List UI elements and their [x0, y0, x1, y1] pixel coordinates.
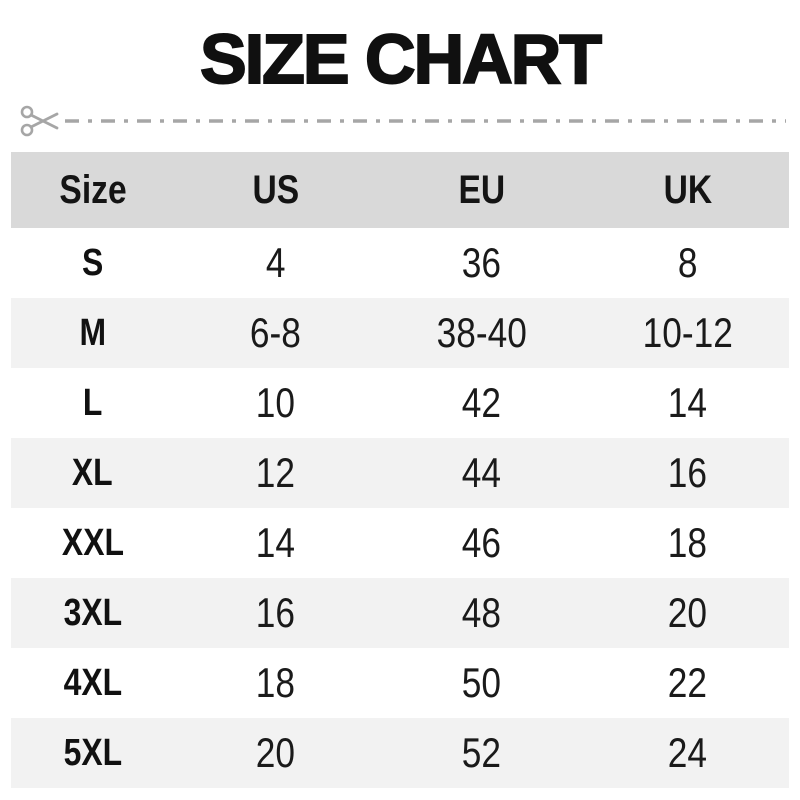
us-value: 16 — [255, 589, 296, 636]
eu-value: 46 — [462, 519, 502, 566]
column-header-size: Size — [59, 167, 127, 212]
table-row: XL 12 44 16 — [11, 438, 789, 508]
uk-value: 16 — [668, 449, 708, 496]
column-header-eu: EU — [458, 167, 506, 212]
uk-value: 18 — [668, 519, 708, 566]
us-value: 6-8 — [250, 309, 302, 356]
cut-dashed-line — [65, 119, 786, 123]
size-label: L — [82, 381, 103, 424]
eu-value: 48 — [462, 589, 502, 636]
eu-value: 42 — [462, 379, 502, 426]
eu-value: 38-40 — [436, 309, 527, 356]
us-value: 20 — [255, 729, 296, 776]
table-body: S 4 36 8 M 6-8 38-40 10-12 L 10 42 14 XL… — [11, 228, 789, 788]
table-row: M 6-8 38-40 10-12 — [11, 298, 789, 368]
table-row: XXL 14 46 18 — [11, 508, 789, 578]
size-label: 5XL — [63, 731, 122, 774]
eu-value: 36 — [462, 239, 502, 286]
size-label: 4XL — [63, 661, 122, 704]
size-label: XXL — [61, 521, 124, 564]
uk-value: 8 — [678, 239, 698, 286]
size-label: S — [82, 241, 104, 284]
size-conversion-table: Size US EU UK S 4 36 8 M 6-8 38-40 10-12… — [11, 152, 789, 788]
table-row: L 10 42 14 — [11, 368, 789, 438]
column-header-us: US — [252, 167, 299, 212]
eu-value: 50 — [462, 659, 502, 706]
us-value: 12 — [255, 449, 296, 496]
table-row: 4XL 18 50 22 — [11, 648, 789, 718]
table-row: 3XL 16 48 20 — [11, 578, 789, 648]
scissors-icon — [20, 105, 59, 137]
us-value: 18 — [255, 659, 296, 706]
table-header: Size US EU UK — [11, 152, 789, 228]
eu-value: 44 — [462, 449, 502, 496]
table-row: S 4 36 8 — [11, 228, 789, 298]
uk-value: 10-12 — [642, 309, 733, 356]
column-header-uk: UK — [663, 167, 713, 212]
eu-value: 52 — [462, 729, 502, 776]
uk-value: 22 — [668, 659, 708, 706]
us-value: 4 — [265, 239, 286, 286]
uk-value: 14 — [668, 379, 708, 426]
size-label: 3XL — [63, 591, 122, 634]
size-label: M — [79, 311, 106, 354]
uk-value: 20 — [668, 589, 708, 636]
header-row: Size US EU UK — [11, 152, 789, 228]
table-row: 5XL 20 52 24 — [11, 718, 789, 788]
cut-line — [20, 102, 786, 140]
size-label: XL — [72, 451, 114, 494]
page-title: SIZE CHART — [199, 20, 603, 98]
us-value: 14 — [255, 519, 296, 566]
us-value: 10 — [255, 379, 296, 426]
uk-value: 24 — [668, 729, 708, 776]
